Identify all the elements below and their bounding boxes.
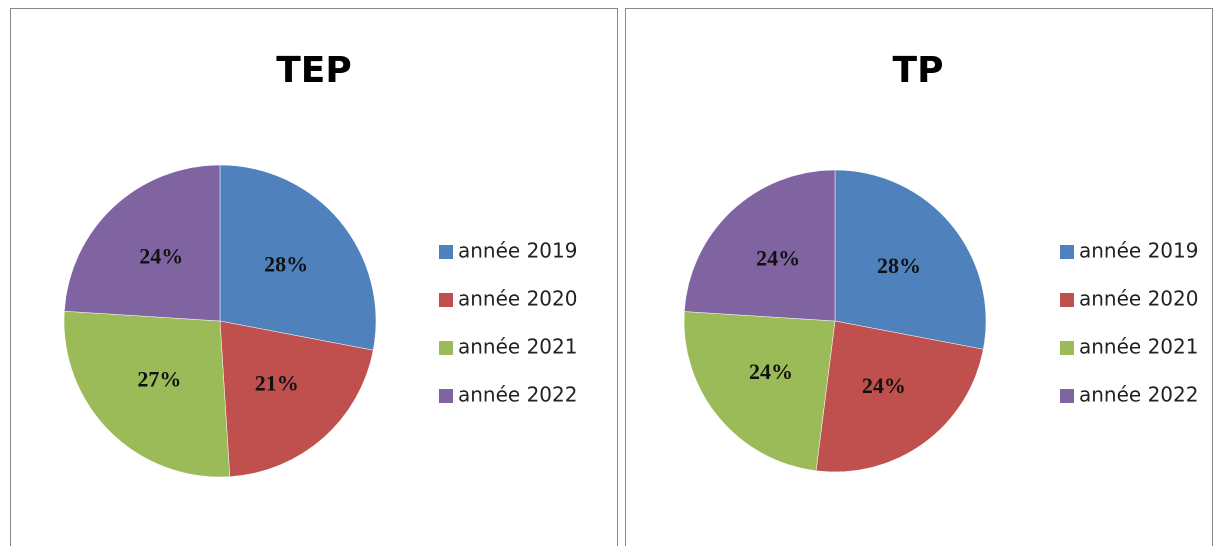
legend-swatch [439, 341, 453, 355]
legend-swatch [1060, 293, 1074, 307]
pie-slice [683, 311, 836, 472]
chart-title: TEP [276, 50, 352, 91]
legend-label: année 2022 [1079, 383, 1198, 407]
data-label: 24% [749, 359, 793, 384]
pie-slice [684, 169, 836, 322]
data-label: 27% [137, 367, 181, 392]
legend-swatch [1060, 389, 1074, 403]
legend-swatch [439, 293, 453, 307]
data-label: 24% [139, 244, 183, 269]
pie-slice [815, 320, 984, 473]
legend-label: année 2019 [1079, 239, 1198, 263]
pie-slice [834, 169, 987, 350]
legend-swatch [439, 245, 453, 259]
pie-slice [219, 320, 374, 477]
legend-label: année 2020 [1079, 287, 1198, 311]
legend-label: année 2022 [458, 383, 577, 407]
pie-slice [219, 164, 377, 351]
data-label: 21% [255, 370, 299, 395]
chart-title: TP [893, 50, 944, 91]
legend-label: année 2019 [458, 239, 577, 263]
legend-label: année 2020 [458, 287, 577, 311]
data-label: 28% [264, 251, 308, 276]
legend-swatch [1060, 245, 1074, 259]
legend-label: année 2021 [458, 335, 577, 359]
legend-swatch [439, 389, 453, 403]
pie-slice [63, 310, 231, 478]
legend-swatch [1060, 341, 1074, 355]
legend-label: année 2021 [1079, 335, 1198, 359]
data-label: 28% [877, 253, 921, 278]
pie-slice [64, 164, 221, 322]
data-label: 24% [756, 246, 800, 271]
data-label: 24% [862, 373, 906, 398]
